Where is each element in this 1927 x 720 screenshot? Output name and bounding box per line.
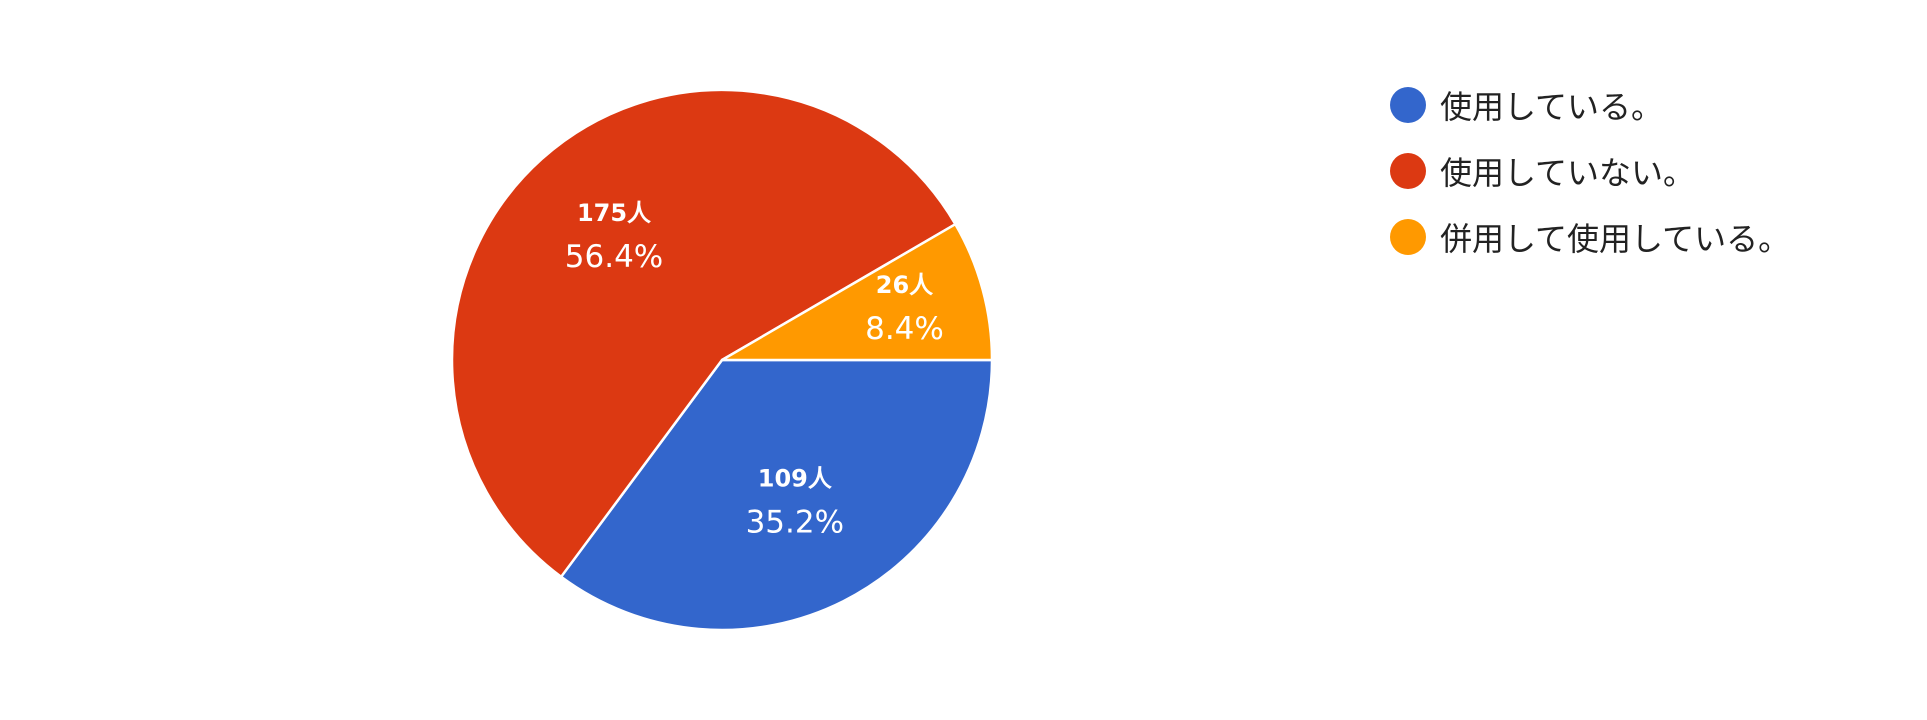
legend-swatch-combined bbox=[1390, 219, 1426, 255]
legend-item-combined[interactable]: 併用して使用している。 bbox=[1390, 204, 1790, 270]
pie-slice-combined[interactable] bbox=[720, 222, 994, 362]
legend-label-used: 使用している。 bbox=[1440, 88, 1664, 126]
slice-percent-label-not-used: 56.4% bbox=[565, 239, 663, 275]
pie-slice-not-used[interactable] bbox=[450, 88, 957, 579]
legend-label-not-used: 使用していない。 bbox=[1440, 154, 1696, 192]
slice-count-label-combined: 26人 bbox=[876, 271, 933, 299]
pie-slice-used[interactable] bbox=[559, 358, 994, 632]
slice-count-label-not-used: 175人 bbox=[577, 199, 651, 227]
pie-slice-labels: 109人 35.2% 175人 56.4% 26人 8.4% bbox=[565, 199, 944, 540]
slice-count-label-used: 109人 bbox=[758, 465, 832, 493]
slice-percent-label-used: 35.2% bbox=[746, 505, 844, 541]
pie-slices bbox=[450, 88, 994, 632]
chart-legend: 使用している。 使用していない。 併用して使用している。 bbox=[1390, 72, 1790, 270]
legend-item-not-used[interactable]: 使用していない。 bbox=[1390, 138, 1790, 204]
legend-swatch-used bbox=[1390, 87, 1426, 123]
legend-swatch-not-used bbox=[1390, 153, 1426, 189]
legend-label-combined: 併用して使用している。 bbox=[1440, 220, 1791, 258]
slice-percent-label-combined: 8.4% bbox=[865, 311, 944, 347]
legend-item-used[interactable]: 使用している。 bbox=[1390, 72, 1790, 138]
